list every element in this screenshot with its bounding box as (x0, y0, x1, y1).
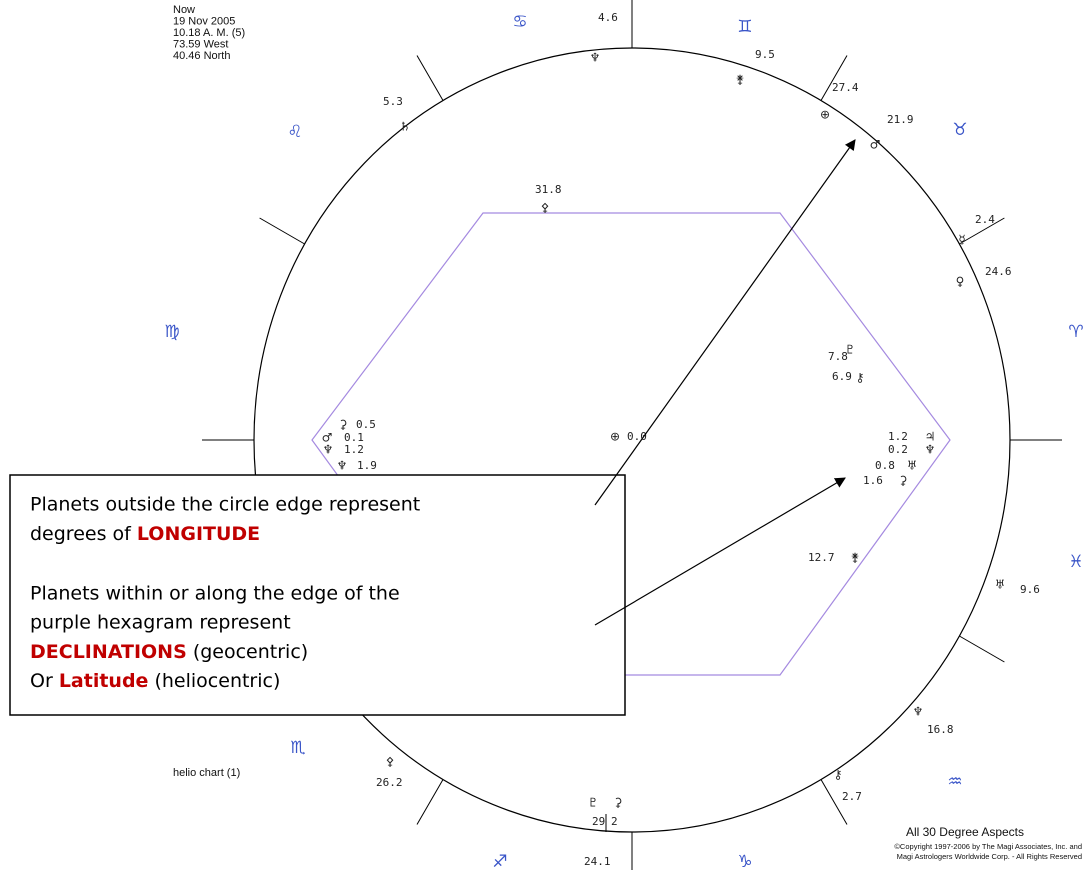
zodiac-sign: ♒ (947, 772, 962, 792)
header-line: 19 Nov 2005 (173, 15, 235, 27)
chart-label: helio chart (1) (173, 767, 240, 779)
house-cusp (820, 55, 848, 101)
longitude-label: 24.1 (584, 855, 611, 868)
arrow (594, 139, 856, 506)
longitude-label: 21.9 (887, 113, 914, 126)
note-line: Or Latitude (heliocentric) (30, 670, 280, 692)
note-keyword: LONGITUDE (137, 523, 260, 545)
longitude-label: 16.8 (927, 723, 954, 736)
planet-symbol: ♆ (590, 51, 601, 65)
declination-hexagon (311, 212, 951, 676)
zodiac-sign: ♍ (164, 322, 179, 342)
planet-symbol: ⚷ (834, 768, 843, 782)
header-line: 40.46 North (173, 50, 230, 62)
zodiac-sign: ♌ (287, 122, 302, 142)
planet-symbol: ⊕ (820, 108, 830, 122)
longitude-label: 24.6 (985, 265, 1012, 278)
note-keyword: Latitude (59, 670, 149, 692)
header-line: 10.18 A. M. (5) (173, 27, 245, 39)
longitude-label: 27.4 (832, 81, 859, 94)
zodiac-sign: ♉ (952, 120, 967, 140)
planet-symbol: ♆ (913, 705, 924, 719)
declination-label: 1.2 (344, 443, 364, 456)
zodiac-sign: ♓ (1068, 552, 1083, 572)
planet-symbol: ⚵ (851, 551, 860, 565)
declination-label: 0.8 (875, 459, 895, 472)
declination-label: 7.8 (828, 350, 848, 363)
longitude-label: 9.5 (755, 48, 775, 61)
arrow (594, 477, 846, 626)
declination-label: 1.9 (357, 459, 377, 472)
declination-label: 0.2 (888, 443, 908, 456)
planet-symbol: ♄ (400, 120, 411, 134)
declination-label: 12.7 (808, 551, 835, 564)
note-line: degrees of LONGITUDE (30, 523, 260, 545)
planet-symbol: ⚷ (856, 371, 865, 385)
planet-symbol: ⚵ (736, 73, 745, 87)
planet-symbol: ⚳ (339, 418, 348, 432)
planet-symbol: ♂ (322, 431, 333, 445)
note-text: Or (30, 670, 59, 692)
planet-symbol: ♂ (870, 138, 881, 152)
note-text: degrees of (30, 523, 137, 545)
planet-symbol: ⚴ (386, 755, 395, 769)
planet-symbol: ☿ (958, 233, 965, 247)
copyright: ©Copyright 1997-2006 by The Magi Associa… (894, 842, 1082, 851)
note-line: DECLINATIONS (geocentric) (30, 641, 308, 663)
declination-label: 31.8 (535, 183, 562, 196)
longitude-label: 5.3 (383, 95, 403, 108)
declination-label: 1.2 (888, 430, 908, 443)
zodiac-sign: ♐ (492, 852, 507, 870)
longitude-label: 29 (592, 815, 605, 828)
zodiac-sign: ♈ (1068, 322, 1083, 342)
zodiac-sign: ♋ (512, 12, 527, 32)
header-line: 73.59 West (173, 38, 228, 50)
declination-label: 0.1 (344, 431, 364, 444)
longitude-label: 26.2 (376, 776, 403, 789)
planet-symbol: ♀ (956, 275, 965, 289)
longitude-label: 4.6 (598, 11, 618, 24)
note-line: purple hexagram represent (30, 612, 291, 634)
planet-symbol: ♃ (925, 430, 936, 444)
house-cusp (259, 217, 305, 245)
planet-symbol: ♅ (907, 459, 918, 473)
planet-symbol: ♆ (925, 443, 936, 457)
planet-symbol: ♆ (337, 459, 348, 473)
note-line: Planets outside the circle edge represen… (30, 494, 420, 516)
header-line: Now (173, 4, 195, 16)
planet-symbol: ⚳ (614, 796, 623, 810)
planet-symbol: ♇ (845, 343, 856, 357)
planet-symbol: ♅ (995, 578, 1006, 592)
center-symbol: ⊕ (610, 430, 620, 444)
declination-label: 6.9 (832, 370, 852, 383)
house-cusp (416, 779, 444, 825)
zodiac-sign: ♏ (290, 738, 305, 758)
planet-symbol: ♇ (588, 796, 599, 810)
longitude-label: 2.4 (975, 213, 995, 226)
zodiac-sign: ♑ (737, 852, 752, 870)
house-cusp (959, 635, 1005, 663)
note-text: (heliocentric) (148, 670, 280, 692)
note-box (9, 474, 626, 716)
house-cusp (820, 779, 848, 825)
zodiac-sign: ♊ (737, 17, 752, 37)
copyright: Magi Astrologers Worldwide Corp. - All R… (897, 852, 1082, 861)
planet-symbol: ⚴ (541, 201, 550, 215)
longitude-label: 2 (611, 815, 618, 828)
aspects-label: All 30 Degree Aspects (906, 825, 1024, 839)
house-cusp (959, 217, 1005, 245)
declination-label: 1.6 (863, 474, 883, 487)
longitude-label: 9.6 (1020, 583, 1040, 596)
note-line: Planets within or along the edge of the (30, 583, 400, 605)
house-cusp (416, 55, 444, 101)
note-text: (geocentric) (187, 641, 308, 663)
declination-label: 0.5 (356, 418, 376, 431)
planet-symbol: ♆ (323, 443, 334, 457)
note-keyword: DECLINATIONS (30, 641, 187, 663)
longitude-label: 2.7 (842, 790, 862, 803)
planet-symbol: ⚳ (899, 474, 908, 488)
